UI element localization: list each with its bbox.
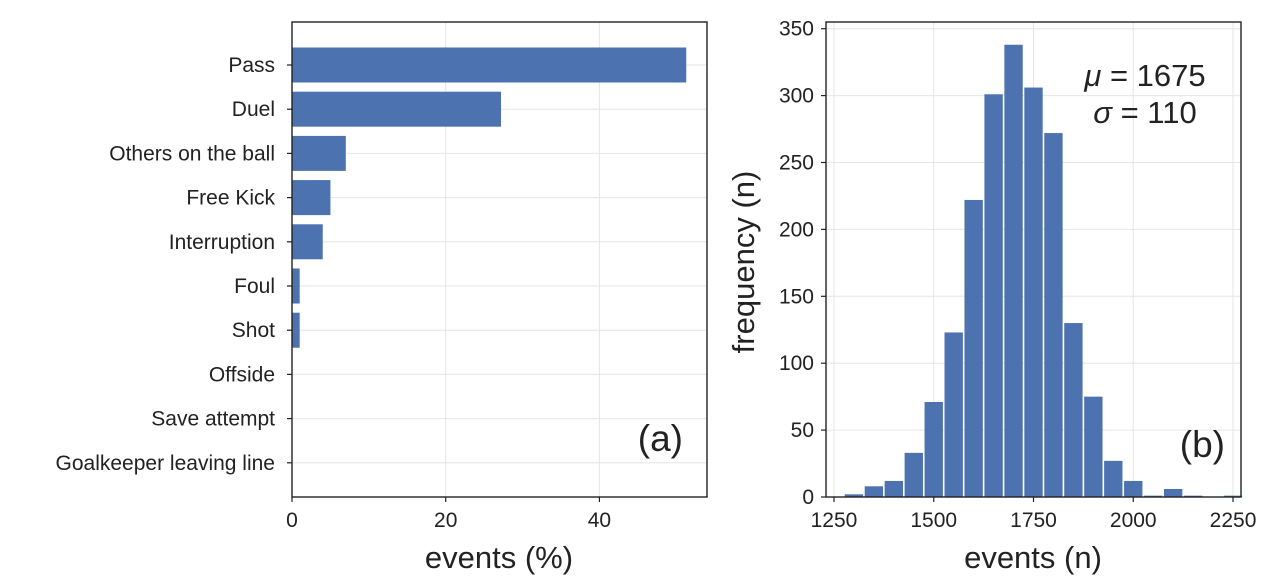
x-tick-labels-b: 1250 1500 1750 2000 2250 [811, 497, 1257, 532]
histogram-bar [884, 480, 904, 497]
category-labels-a: Pass Duel Others on the ball Free Kick Inter… [56, 54, 292, 475]
category-label: Offside [209, 363, 275, 386]
panel-label-a: (a) [638, 418, 683, 459]
bar [292, 224, 323, 260]
histogram-bar [964, 199, 983, 497]
y-tick-label: 350 [779, 18, 814, 41]
category-label: Shot [232, 319, 275, 342]
y-tick-label: 0 [802, 486, 814, 509]
histogram-bar [1004, 44, 1023, 497]
histogram-events: 0 50 100 150 200 250 300 350 1250 1500 1750 2000 22… [726, 18, 1256, 575]
category-label: Foul [234, 275, 275, 298]
y-tick-label: 150 [779, 285, 814, 308]
histogram-bar [844, 494, 864, 497]
y-tick-label: 250 [779, 151, 814, 174]
x-tick-labels-a: 0 20 40 [286, 497, 611, 532]
panel-label-b: (b) [1180, 424, 1225, 465]
sigma-value: = 110 [1121, 95, 1197, 130]
y-tick-label: 100 [779, 352, 814, 375]
histogram-bar [1084, 396, 1103, 497]
x-axis-label-a: events (%) [425, 540, 573, 575]
sigma-annotation: σ = 110 [1093, 95, 1196, 130]
bar [292, 135, 346, 171]
y-tick-label: 50 [791, 419, 814, 442]
category-label: Interruption [169, 231, 275, 254]
histogram-bar [864, 486, 884, 497]
sigma-symbol: σ [1093, 95, 1113, 130]
y-tick-labels-b: 0 50 100 150 200 250 300 350 [779, 18, 826, 509]
category-label: Others on the ball [109, 142, 275, 165]
histogram-bar [1124, 480, 1143, 497]
histogram-bar [1163, 488, 1183, 497]
category-label: Save attempt [151, 408, 275, 431]
histogram-bar [1024, 87, 1043, 497]
histogram-bar [924, 402, 943, 497]
mu-symbol: μ [1083, 58, 1101, 93]
bar [292, 268, 300, 304]
y-axis-label-b: frequency (n) [726, 171, 761, 354]
mu-value: = 1675 [1110, 58, 1206, 93]
histogram-bar [1044, 133, 1063, 497]
bars-b [844, 44, 1243, 497]
x-tick-label: 0 [286, 509, 298, 532]
x-tick-label: 40 [588, 509, 611, 532]
bar [292, 47, 687, 83]
x-axis-label-b: events (n) [964, 540, 1102, 575]
bars-a [292, 47, 687, 348]
category-label: Pass [228, 54, 275, 77]
mu-annotation: μ = 1675 [1083, 58, 1205, 93]
x-tick-label: 2000 [1110, 509, 1157, 532]
histogram-bar [984, 94, 1003, 497]
bar [292, 91, 502, 127]
histogram-bar [1104, 460, 1123, 497]
y-tick-label: 300 [779, 85, 814, 108]
category-label: Free Kick [186, 187, 275, 210]
histogram-bar [1064, 323, 1083, 497]
axes-frame-a [291, 21, 708, 498]
bar [292, 312, 300, 348]
x-tick-label: 1250 [811, 509, 858, 532]
bar-chart-event-types: Pass Duel Others on the ball Free Kick Inter… [56, 21, 708, 575]
x-tick-label: 20 [434, 509, 457, 532]
category-label: Duel [232, 98, 275, 121]
x-tick-label: 2250 [1210, 509, 1257, 532]
y-tick-label: 200 [779, 218, 814, 241]
x-tick-label: 1750 [1010, 509, 1057, 532]
x-tick-label: 1500 [910, 509, 957, 532]
histogram-bar [904, 452, 923, 497]
histogram-bar [944, 332, 963, 497]
bar [292, 180, 331, 216]
category-label: Goalkeeper leaving line [56, 452, 275, 475]
